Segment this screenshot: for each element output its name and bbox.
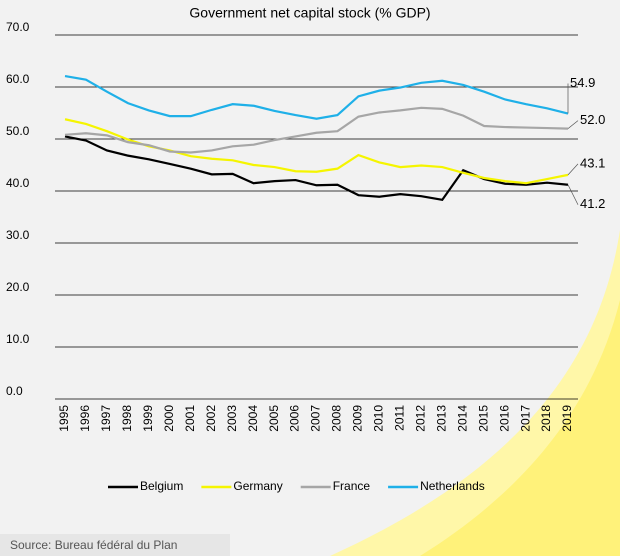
source: Source: Bureau fédéral du Plan — [10, 538, 177, 552]
y-tick-label: 70.0 — [6, 20, 30, 34]
legend-label: France — [333, 479, 371, 493]
data-label: 43.1 — [580, 155, 605, 170]
x-tick-label: 2016 — [497, 405, 511, 432]
leader-line — [567, 184, 579, 205]
x-tick-label: 2017 — [518, 405, 532, 432]
legend-label: Netherlands — [420, 479, 485, 493]
x-tick-label: 2009 — [351, 405, 365, 432]
x-tick-label: 2010 — [372, 405, 386, 432]
x-tick-label: 2013 — [434, 405, 448, 432]
y-tick-label: 60.0 — [6, 72, 30, 86]
y-tick-label: 0.0 — [6, 384, 23, 398]
decoration — [420, 300, 620, 556]
x-tick-label: 2006 — [288, 405, 302, 432]
y-tick-label: 30.0 — [6, 228, 30, 242]
x-tick-label: 2001 — [183, 405, 197, 432]
x-tick-label: 2004 — [246, 405, 260, 432]
x-tick-label: 2011 — [393, 405, 407, 431]
legend-label: Belgium — [140, 479, 183, 493]
series-line — [64, 74, 569, 120]
x-tick-label: 2002 — [204, 405, 218, 432]
x-tick-label: 2008 — [330, 405, 344, 432]
x-tick-label: 2012 — [413, 405, 427, 432]
legend-label: Germany — [233, 479, 282, 493]
x-tick-label: 1998 — [120, 405, 134, 432]
x-tick-label: 1996 — [78, 405, 92, 432]
x-tick-label: 2000 — [162, 405, 176, 432]
series-line — [64, 106, 569, 154]
x-tick-label: 2005 — [267, 405, 281, 432]
data-label: 41.2 — [580, 196, 605, 211]
data-label: 52.0 — [580, 112, 605, 127]
y-tick-label: 10.0 — [6, 332, 30, 346]
x-tick-label: 2014 — [455, 405, 469, 432]
x-tick-label: 2003 — [225, 405, 239, 432]
x-tick-label: 1997 — [99, 405, 113, 432]
leader-line — [567, 163, 579, 176]
x-tick-label: 2018 — [539, 405, 553, 432]
x-tick-label: 1999 — [141, 405, 155, 432]
x-tick-label: 1995 — [57, 405, 71, 432]
chart-title: Government net capital stock (% GDP) — [189, 5, 430, 21]
leader-line — [567, 120, 579, 129]
y-tick-label: 20.0 — [6, 280, 30, 294]
x-tick-label: 2019 — [560, 405, 574, 432]
y-tick-label: 40.0 — [6, 176, 30, 190]
y-tick-label: 50.0 — [6, 124, 30, 138]
data-label: 54.9 — [570, 75, 595, 90]
source-box — [0, 534, 230, 556]
x-tick-label: 2007 — [309, 405, 323, 432]
x-tick-label: 2015 — [476, 405, 490, 432]
